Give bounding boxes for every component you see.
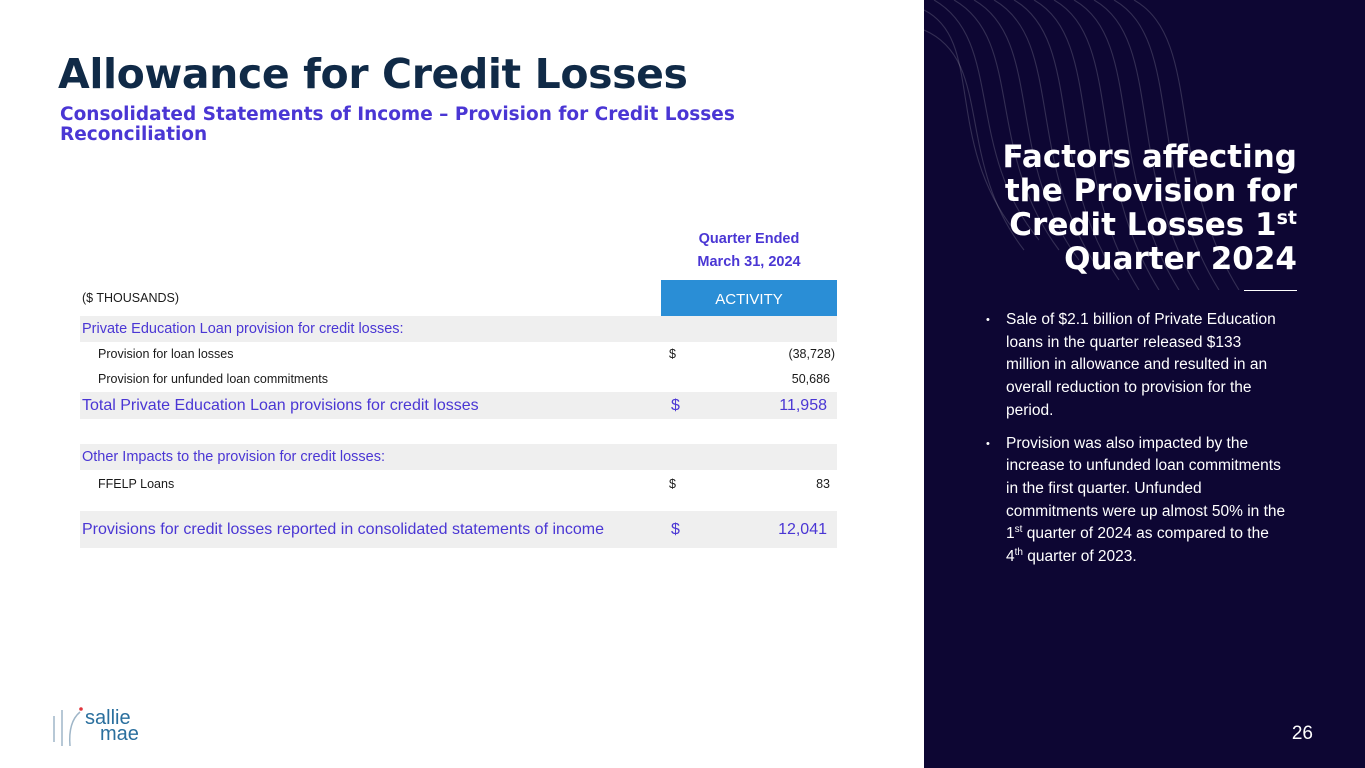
row-amount: 83 <box>816 477 830 491</box>
currency-symbol: $ <box>669 477 676 491</box>
section-label: Other Impacts to the provision for credi… <box>82 449 386 465</box>
row-label: Provisions for credit losses reported in… <box>82 521 605 538</box>
bullet-icon: • <box>986 314 990 326</box>
page-number: 26 <box>1291 723 1313 744</box>
bullet-text-part-3: quarter of 2023. <box>1022 548 1137 566</box>
page-subtitle: Consolidated Statements of Income – Prov… <box>60 104 735 145</box>
grand-total-row: Provisions for credit losses reported in… <box>80 511 837 548</box>
logo-mark-icon <box>53 707 83 747</box>
sallie-mae-logo: sallie mae <box>50 700 180 750</box>
list-item: • Sale of $2.1 billion of Private Educat… <box>986 309 1288 423</box>
factors-panel: Factors affecting the Provision for Cred… <box>924 0 1365 768</box>
currency-symbol: $ <box>669 347 676 361</box>
row-amount: 11,958 <box>779 397 827 414</box>
bullet-text-part-1: Provision was also impacted by the incre… <box>1006 434 1286 543</box>
bullet-icon: • <box>986 437 990 450</box>
panel-title-line-4: Quarter 2024 <box>1064 241 1297 277</box>
total-row-private: Total Private Education Loan provisions … <box>80 392 837 419</box>
ordinal-suffix: st <box>1014 524 1023 536</box>
table-row: FFELP Loans $ 83 <box>80 470 837 498</box>
currency-symbol: $ <box>671 521 680 538</box>
panel-title-line-2: the Provision for <box>1004 173 1297 209</box>
period-header: Quarter Ended March 31, 2024 <box>661 228 837 274</box>
panel-title-line-3: Credit Losses 1 <box>1009 207 1277 243</box>
activity-column-header: ACTIVITY <box>661 280 837 316</box>
row-label: Provision for unfunded loan commitments <box>98 372 328 386</box>
period-line-1: Quarter Ended <box>698 231 800 247</box>
row-amount: 12,041 <box>778 521 827 538</box>
section-label: Private Education Loan provision for cre… <box>82 321 404 337</box>
row-amount: 50,686 <box>791 372 830 386</box>
ordinal-suffix: st <box>1276 207 1297 229</box>
section-header-private: Private Education Loan provision for cre… <box>80 316 837 342</box>
row-label: Total Private Education Loan provisions … <box>82 397 479 414</box>
row-amount: (38,728) <box>788 347 835 361</box>
row-label: Provision for loan losses <box>98 347 234 361</box>
ordinal-suffix: th <box>1014 546 1023 558</box>
logo-text-line-1: sallie <box>85 707 131 729</box>
factors-list: • Sale of $2.1 billion of Private Educat… <box>986 309 1288 579</box>
currency-symbol: $ <box>671 397 680 414</box>
wave-pattern-icon <box>924 0 1240 290</box>
page-title: Allowance for Credit Losses <box>58 50 688 98</box>
table-row: Provision for unfunded loan commitments … <box>80 367 837 392</box>
section-header-other: Other Impacts to the provision for credi… <box>80 444 837 470</box>
list-item: • Provision was also impacted by the inc… <box>986 433 1288 569</box>
table-row: Provision for loan losses $ (38,728) <box>80 342 837 367</box>
panel-title-line-1: Factors affecting <box>1002 139 1297 175</box>
row-label: FFELP Loans <box>98 477 175 491</box>
panel-title: Factors affecting the Provision for Cred… <box>937 140 1297 276</box>
bullet-text: Sale of $2.1 billion of Private Educatio… <box>1006 311 1276 419</box>
units-label: ($ THOUSANDS) <box>82 291 180 305</box>
panel-divider <box>1244 290 1297 291</box>
logo-text-line-2: mae <box>100 723 139 745</box>
period-line-2: March 31, 2024 <box>697 254 801 270</box>
bullet-text-part-2: quarter of 2024 as compared to the 4 <box>1006 525 1269 566</box>
